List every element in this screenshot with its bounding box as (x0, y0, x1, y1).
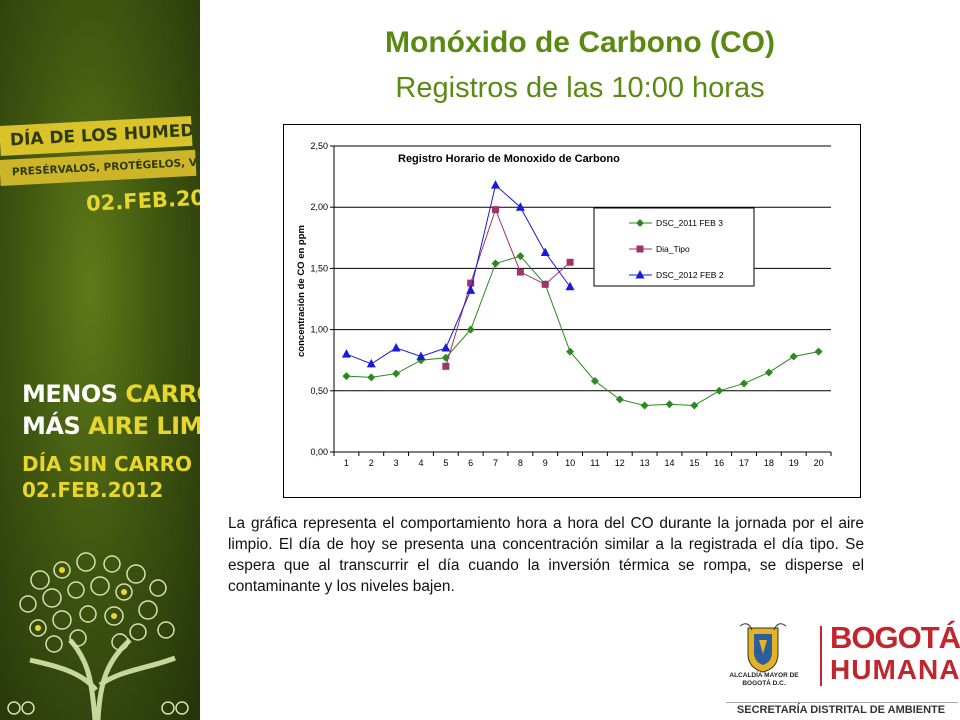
x-tick-label: 11 (590, 458, 599, 468)
x-tick-label: 5 (443, 458, 448, 468)
chart-title: Registro Horario de Monoxido de Carbono (398, 153, 620, 165)
x-tick-label: 14 (664, 458, 674, 468)
x-tick-label: 20 (814, 458, 824, 468)
event-name: DÍA SIN CARRO (22, 452, 192, 476)
slogan-line-1: MENOS CARROS (22, 380, 200, 408)
y-axis-label: concentración de CO en ppm (296, 225, 307, 357)
data-point-0 (392, 369, 401, 378)
data-point-2 (416, 351, 426, 361)
page-title: Monóxido de Carbono (CO) (385, 26, 775, 59)
data-point-0 (740, 379, 749, 388)
data-point-0 (814, 347, 823, 356)
data-point-1 (442, 362, 450, 370)
banner-date-bottom: 02.FEB.2012 (22, 478, 164, 502)
data-point-0 (665, 400, 674, 409)
alcaldia-label: ALCALDÍA MAYOR DE BOGOTÁ D.C. (729, 672, 799, 687)
co-line-chart: 0,00 0,50 1,00 1,50 2,00 2,50 1 2 3 4 5 6 7 8 9 10 11 12 1… (283, 124, 861, 498)
data-point-0 (789, 352, 798, 361)
data-point-0 (516, 252, 525, 261)
legend-label: Dia_Tipo (656, 244, 690, 254)
x-tick-label: 16 (714, 458, 724, 468)
x-tick-label: 12 (615, 458, 625, 468)
legend-label: DSC_2012 FEB 2 (656, 270, 724, 280)
humedales-subribbon: PRESÉRVALOS, PROTÉGELOS, VISÍTALOS. (0, 149, 197, 186)
data-point-0 (590, 377, 599, 386)
humana-logo-text: HUMANA (830, 654, 960, 685)
data-point-2 (515, 202, 525, 211)
legend-marker (636, 219, 644, 227)
data-point-0 (764, 368, 773, 377)
campaign-banner: DÍA DE LOS HUMEDALES PRESÉRVALOS, PROTÉG… (0, 0, 200, 720)
data-point-1 (541, 280, 549, 288)
logo-divider (820, 626, 822, 686)
x-tick-label: 19 (789, 458, 799, 468)
data-point-0 (690, 401, 699, 410)
data-point-0 (466, 325, 475, 334)
data-point-0 (715, 386, 724, 395)
data-point-2 (391, 342, 401, 352)
data-point-0 (566, 347, 575, 356)
page-subtitle: Registros de las 10:00 horas (395, 72, 765, 104)
x-tick-label: 13 (640, 458, 650, 468)
x-tick-label: 9 (543, 458, 548, 468)
bogota-logo-text: BOGOTÁ (830, 620, 960, 655)
data-point-1 (516, 268, 524, 276)
legend-marker (636, 245, 644, 253)
x-tick-label: 15 (689, 458, 699, 468)
y-tick-label: 2,50 (310, 141, 328, 151)
series-line-1 (445, 208, 571, 367)
data-point-2 (341, 349, 351, 358)
x-tick-label: 4 (418, 458, 423, 468)
data-point-1 (492, 206, 500, 214)
y-tick-label: 0,00 (310, 447, 328, 457)
data-point-0 (342, 372, 351, 381)
x-tick-label: 18 (764, 458, 774, 468)
humedales-ribbon: DÍA DE LOS HUMEDALES (0, 115, 193, 156)
y-tick-label: 1,50 (310, 263, 328, 273)
data-point-2 (540, 247, 550, 256)
data-point-2 (441, 342, 451, 352)
chart-description: La gráfica representa el comportamiento … (228, 515, 864, 595)
data-point-1 (566, 258, 574, 266)
bicycle-tree-illustration (7, 552, 189, 720)
data-point-2 (491, 180, 501, 189)
x-tick-label: 2 (369, 458, 374, 468)
y-tick-label: 2,00 (310, 202, 328, 212)
data-point-2 (466, 285, 476, 294)
data-point-2 (565, 281, 575, 291)
data-point-0 (367, 373, 376, 382)
data-point-1 (467, 279, 475, 287)
banner-date-top: 02.FEB.2012 (85, 184, 200, 216)
x-tick-label: 8 (518, 458, 523, 468)
footer-label: SECRETARÍA DISTRITAL DE AMBIENTE (736, 704, 946, 716)
footer-divider (726, 702, 958, 703)
x-tick-label: 3 (394, 458, 399, 468)
legend-box (593, 207, 755, 287)
x-tick-label: 6 (468, 458, 473, 468)
alcaldia-shield-icon (739, 623, 787, 673)
slogan-line-2: MÁS AIRE LIMPIO (22, 412, 200, 440)
x-tick-label: 1 (344, 458, 349, 468)
data-point-2 (366, 358, 376, 368)
data-point-0 (441, 353, 450, 362)
data-point-0 (615, 395, 624, 404)
x-tick-label: 10 (565, 458, 575, 468)
y-tick-label: 0,50 (310, 386, 328, 396)
chart-canvas: 0,000,501,001,502,002,501 2 3 4 5 6 7 8 9 10 11 12 1… (296, 141, 832, 468)
x-tick-label: 17 (739, 458, 749, 468)
series-line-2 (346, 184, 571, 365)
legend-label: DSC_2011 FEB 3 (656, 218, 723, 228)
data-point-0 (640, 401, 649, 410)
x-tick-label: 7 (493, 458, 498, 468)
legend-marker (635, 270, 645, 279)
y-tick-label: 1,00 (310, 325, 328, 335)
data-point-0 (491, 259, 500, 268)
